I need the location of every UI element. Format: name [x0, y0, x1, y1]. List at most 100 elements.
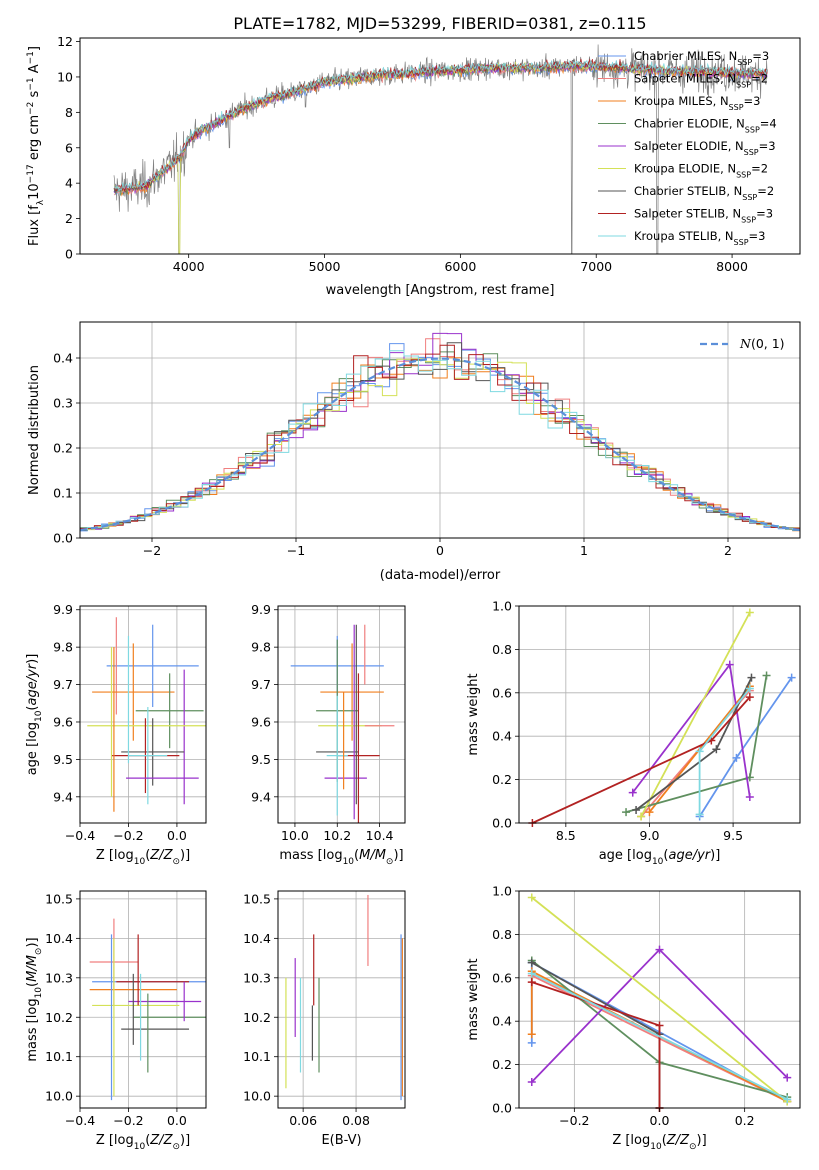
- errorbar-layer: [285, 894, 403, 1101]
- spectrum-lines: [113, 44, 768, 254]
- axes-border: [79, 605, 207, 824]
- weight-marker: [745, 684, 754, 693]
- y-tick-label: 1.0: [492, 599, 512, 614]
- y-tick-label: 9.5: [53, 752, 73, 767]
- y-tick-label: 10.4: [243, 931, 271, 946]
- legend-label: Kroupa STELIB, NSSP=3: [634, 229, 765, 247]
- axes-frame: −0.4 −0.2 0.0 10.0 10.1 10.2 10.3 10.4 10.5: [45, 890, 207, 1128]
- weight-series-line: [640, 612, 751, 817]
- x-axis-label: Z [log10(Z/Z⊙)]: [612, 1133, 706, 1152]
- x-tick-label: 10.4: [366, 828, 394, 843]
- x-axis-label: Z [log10(Z/Z⊙)]: [96, 848, 190, 867]
- weight-vs-age-panel: 8.5 9.0 9.5 0.0 0.2 0.4 0.6 0.8 1.0 age [log10(ag…: [466, 599, 801, 867]
- y-tick-label: 8: [65, 105, 73, 120]
- y-tick-label: 10.2: [243, 1010, 271, 1025]
- x-tick-label: 7000: [580, 259, 612, 274]
- x-tick-label: 9.0: [640, 828, 660, 843]
- weight-marker: [637, 812, 646, 821]
- axes-frame: 0.06 0.08 10.0 10.1 10.2 10.3 10.4 10.5: [243, 890, 406, 1128]
- y-tick-label: 10.2: [45, 1010, 73, 1025]
- model-spectrum-line: [113, 59, 767, 192]
- weight-series-line: [531, 896, 788, 1103]
- x-tick-label: 10.2: [323, 828, 351, 843]
- weight-marker: [655, 945, 664, 954]
- x-axis-label: age [log10(age/yr)]: [599, 848, 721, 867]
- x-tick-label: 0.0: [167, 828, 187, 843]
- y-tick-label: 6: [65, 140, 73, 155]
- axes-border: [79, 37, 801, 255]
- errorbar-layer: [89, 918, 206, 1101]
- legend-label: Chabrier MILES, NSSP=3: [634, 49, 769, 67]
- errorbar-point: [106, 624, 199, 708]
- errorbar-point: [320, 643, 384, 741]
- weight-marker: [645, 808, 654, 817]
- y-axis-label: Flux [fλ10−17 erg cm−2 s−1 A−1]: [26, 46, 46, 246]
- y-tick-label: 10.0: [243, 1089, 271, 1104]
- y-tick-label: 0.0: [492, 1101, 512, 1116]
- mass-vs-ebv-panel: 0.06 0.08 10.0 10.1 10.2 10.3 10.4 10.5 E(B-V): [243, 890, 406, 1148]
- y-tick-label: 0.4: [492, 1014, 512, 1029]
- weight-marker: [695, 747, 704, 756]
- x-tick-label: 10.0: [281, 828, 309, 843]
- axes-frame: 8.5 9.0 9.5 0.0 0.2 0.4 0.6 0.8 1.0: [492, 599, 801, 843]
- x-tick-label: −0.4: [65, 1113, 95, 1128]
- x-tick-label: −1: [287, 543, 305, 558]
- age-vs-mass-panel: 10.0 10.2 10.4 9.4 9.5 9.6 9.7 9.8 9.9 mass [log1…: [251, 602, 406, 867]
- axes-frame: 10.0 10.2 10.4 9.4 9.5 9.6 9.7 9.8 9.9: [251, 602, 406, 843]
- weight-marker: [527, 893, 536, 902]
- x-tick-label: 0.2: [735, 1113, 755, 1128]
- plot-area: [519, 890, 800, 1112]
- y-tick-label: 10.1: [243, 1049, 271, 1064]
- y-tick-label: 10.5: [243, 891, 271, 906]
- weight-marker: [732, 753, 741, 762]
- weight-marker: [745, 608, 754, 617]
- y-tick-label: 10.1: [45, 1049, 73, 1064]
- y-tick-label: 10: [57, 69, 73, 84]
- weight-marker: [527, 1077, 536, 1086]
- y-tick-label: 9.8: [53, 640, 73, 655]
- x-tick-label: 0.08: [342, 1113, 370, 1128]
- y-tick-label: 0.1: [53, 486, 73, 501]
- x-axis-label: mass [log10(M/M⊙)]: [279, 848, 403, 867]
- y-tick-label: 2: [65, 211, 73, 226]
- y-tick-label: 9.7: [53, 677, 73, 692]
- weight-series-layer: [528, 608, 796, 827]
- axes-border: [518, 605, 801, 824]
- weight-marker: [655, 1021, 664, 1030]
- x-tick-label: 4000: [173, 259, 205, 274]
- plot-area: [79, 891, 206, 1108]
- x-axis-label: wavelength [Angstrom, rest frame]: [326, 283, 555, 298]
- legend-label: Salpeter ELODIE, NSSP=3: [634, 139, 776, 157]
- y-axis-label: mass [log10(M/M⊙)]: [25, 937, 44, 1061]
- weight-marker: [745, 792, 754, 801]
- y-tick-label: 9.9: [53, 602, 73, 617]
- weight-marker: [632, 805, 641, 814]
- weight-marker: [725, 660, 734, 669]
- y-tick-label: 9.4: [53, 789, 73, 804]
- y-tick-label: 0.8: [492, 927, 512, 942]
- y-tick-label: 0.0: [53, 531, 73, 546]
- y-axis-label: Normed distribution: [27, 365, 42, 495]
- axes-frame: −0.2 0.0 0.2 0.0 0.2 0.4 0.6 0.8 1.0: [492, 884, 801, 1128]
- x-tick-label: 0.0: [650, 1113, 670, 1128]
- y-axis-label: mass weight: [466, 673, 481, 755]
- errorbar-point: [121, 718, 185, 786]
- legend-label: Salpeter STELIB, NSSP=3: [634, 207, 773, 225]
- errorbar-point: [92, 643, 175, 741]
- spectrum-legend: Chabrier MILES, NSSP=3 Salpeter MILES, NS…: [598, 49, 777, 247]
- axes-frame: −0.4 −0.2 0.0 9.4 9.5 9.6 9.7 9.8 9.9: [53, 602, 207, 843]
- axes-border: [277, 605, 406, 824]
- x-tick-label: −0.4: [65, 828, 95, 843]
- figure-title: PLATE=1782, MJD=53299, FIBERID=0381, z=0…: [233, 14, 646, 33]
- x-tick-label: 2: [724, 543, 732, 558]
- weight-marker: [527, 1038, 536, 1047]
- weight-marker: [783, 1073, 792, 1082]
- legend-label: Chabrier STELIB, NSSP=2: [634, 184, 774, 202]
- weight-marker: [527, 969, 536, 978]
- y-tick-label: 0.2: [492, 1057, 512, 1072]
- x-axis-label: Z [log10(Z/Z⊙)]: [96, 1133, 190, 1152]
- x-tick-label: 8.5: [556, 828, 576, 843]
- y-tick-label: 0.6: [492, 970, 512, 985]
- weight-marker: [783, 1095, 792, 1104]
